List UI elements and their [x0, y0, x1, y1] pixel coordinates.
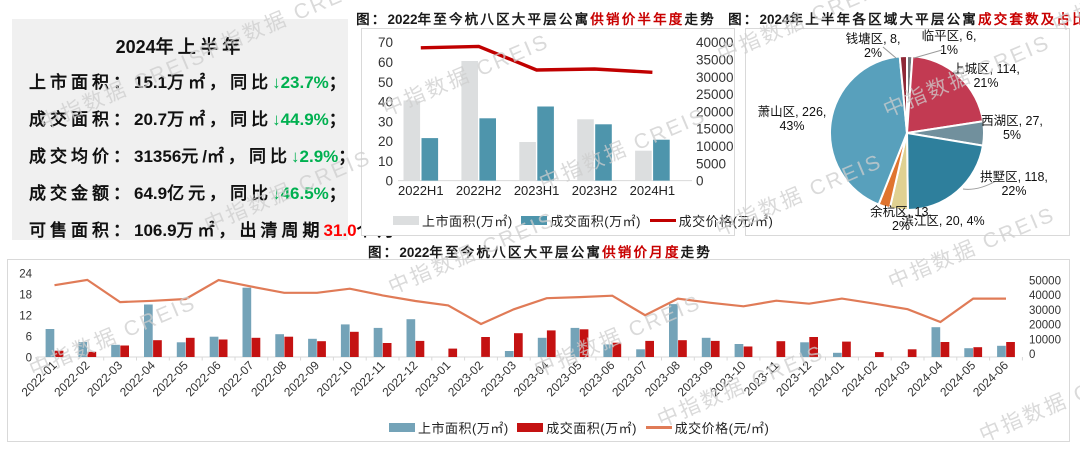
svg-text:70: 70: [378, 35, 393, 50]
svg-text:20: 20: [378, 134, 393, 149]
svg-text:2024-06: 2024-06: [970, 358, 1011, 399]
svg-text:0: 0: [1029, 349, 1035, 361]
svg-text:2022-03: 2022-03: [84, 358, 125, 399]
svg-text:50000: 50000: [1029, 275, 1061, 287]
svg-text:2022-05: 2022-05: [150, 358, 191, 399]
svg-text:40000: 40000: [696, 35, 734, 50]
svg-text:2023-01: 2023-01: [412, 358, 453, 399]
svg-text:2022-06: 2022-06: [183, 358, 224, 399]
svg-text:10000: 10000: [1029, 334, 1061, 346]
svg-text:35000: 35000: [696, 53, 734, 68]
svg-text:2024-03: 2024-03: [872, 358, 913, 399]
svg-text:40000: 40000: [1029, 290, 1061, 302]
svg-text:2022-02: 2022-02: [51, 358, 92, 399]
svg-text:2022-08: 2022-08: [248, 358, 289, 399]
svg-text:20000: 20000: [1029, 320, 1061, 332]
svg-text:40: 40: [378, 95, 393, 110]
svg-text:2024-05: 2024-05: [937, 358, 978, 399]
svg-text:2023-03: 2023-03: [478, 358, 519, 399]
svg-text:2022-04: 2022-04: [117, 358, 158, 399]
svg-text:2024-01: 2024-01: [806, 358, 847, 399]
svg-text:2022H2: 2022H2: [456, 183, 502, 198]
svg-text:20000: 20000: [696, 104, 734, 119]
svg-text:2023H2: 2023H2: [572, 183, 618, 198]
svg-text:15000: 15000: [696, 122, 734, 137]
svg-text:24: 24: [19, 269, 32, 281]
svg-text:2023-10: 2023-10: [708, 358, 749, 399]
svg-text:2023-04: 2023-04: [511, 358, 552, 399]
svg-text:2022-09: 2022-09: [281, 358, 322, 399]
svg-text:5000: 5000: [696, 156, 726, 171]
svg-text:2023-08: 2023-08: [642, 358, 683, 399]
svg-text:2024H1: 2024H1: [630, 183, 676, 198]
svg-text:2023-05: 2023-05: [544, 358, 585, 399]
svg-text:10: 10: [378, 154, 393, 169]
svg-text:25000: 25000: [696, 87, 734, 102]
svg-text:2023-06: 2023-06: [576, 358, 617, 399]
svg-text:6: 6: [26, 332, 32, 344]
svg-text:0: 0: [385, 174, 393, 189]
svg-text:2024-04: 2024-04: [904, 358, 945, 399]
svg-text:2024-02: 2024-02: [839, 358, 880, 399]
svg-text:60: 60: [378, 55, 393, 70]
svg-text:30000: 30000: [1029, 305, 1061, 317]
svg-text:30: 30: [378, 114, 393, 129]
svg-text:2023-02: 2023-02: [445, 358, 486, 399]
svg-text:2022-07: 2022-07: [215, 358, 256, 399]
svg-text:18: 18: [19, 290, 32, 302]
svg-text:0: 0: [26, 353, 32, 365]
svg-text:12: 12: [19, 311, 32, 323]
svg-text:0: 0: [696, 174, 704, 189]
svg-text:50: 50: [378, 75, 393, 90]
svg-text:2022-10: 2022-10: [314, 358, 355, 399]
svg-text:30000: 30000: [696, 70, 734, 85]
svg-text:10000: 10000: [696, 139, 734, 154]
svg-text:2023-12: 2023-12: [773, 358, 814, 399]
svg-text:2022-12: 2022-12: [379, 358, 420, 399]
svg-text:2023-09: 2023-09: [675, 358, 716, 399]
svg-text:2022H1: 2022H1: [398, 183, 444, 198]
svg-text:2023-07: 2023-07: [609, 358, 650, 399]
svg-text:2023H1: 2023H1: [514, 183, 560, 198]
